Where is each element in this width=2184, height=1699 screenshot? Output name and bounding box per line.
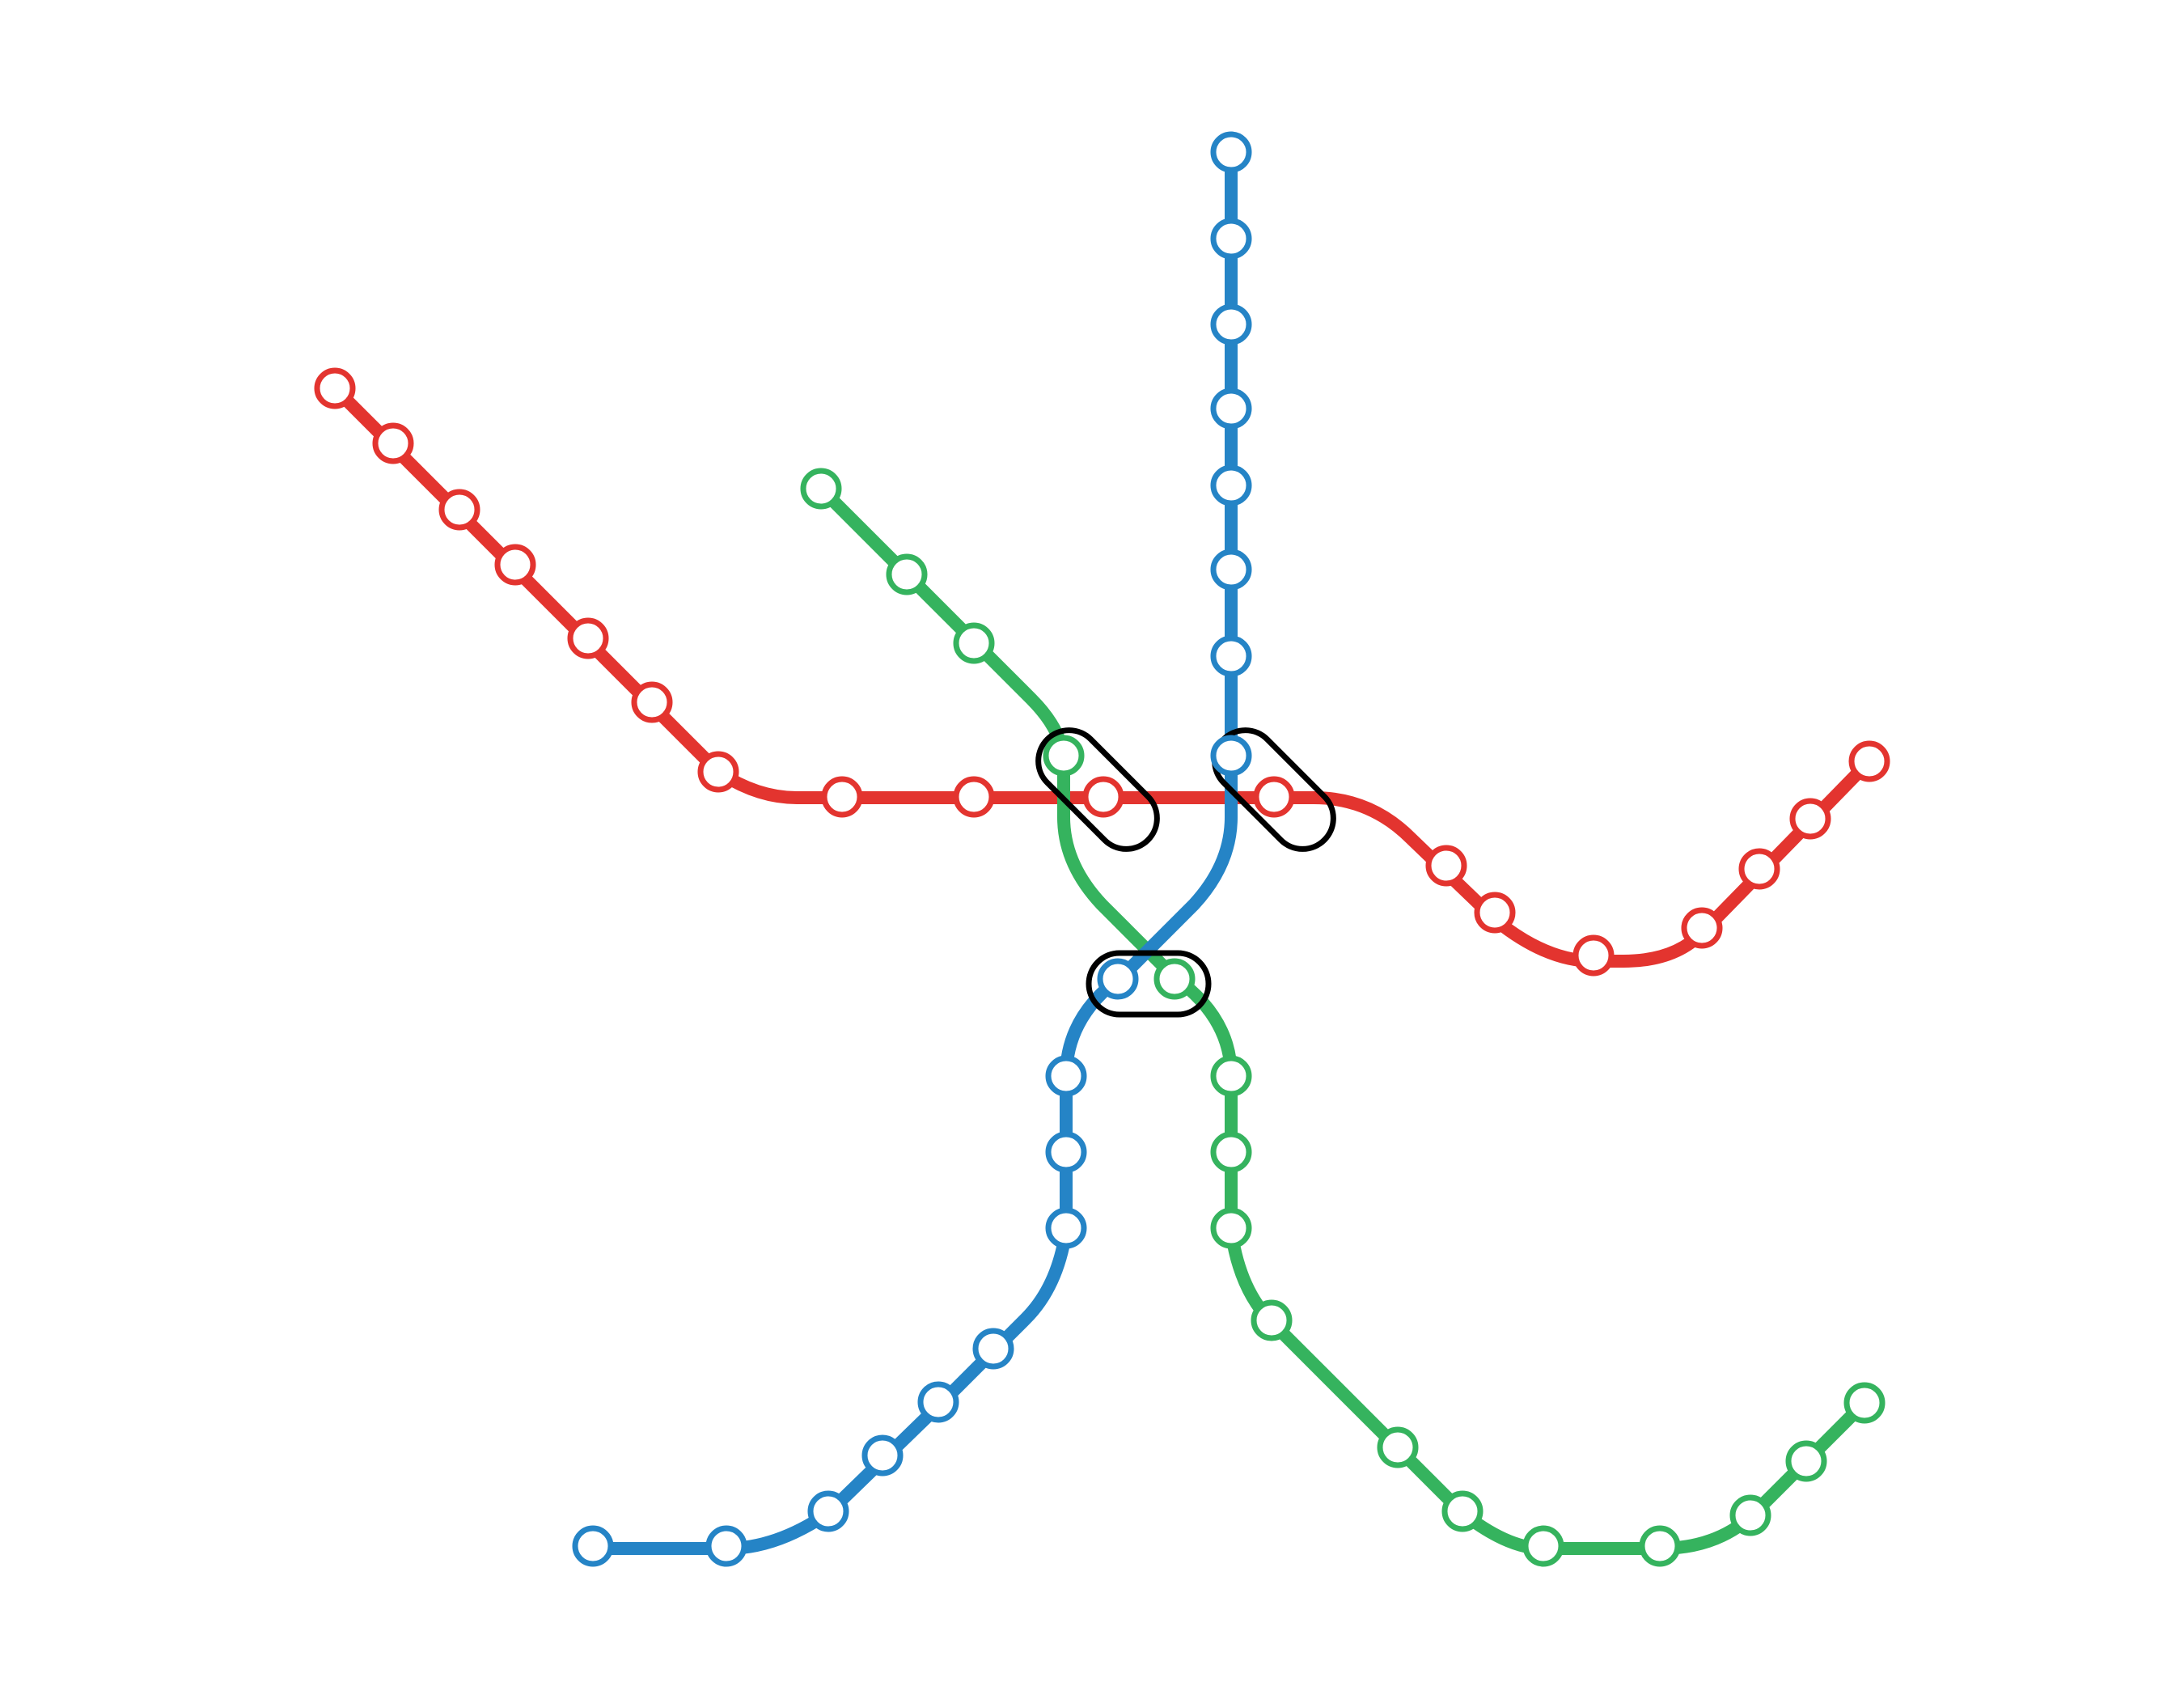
green-station-12[interactable] [1522, 1525, 1564, 1567]
red-station-1[interactable] [314, 367, 356, 409]
blue-station-1[interactable] [1210, 131, 1252, 173]
blue-station-3[interactable] [1210, 303, 1252, 345]
blue-station-9[interactable] [1097, 958, 1139, 1000]
blue-station-15[interactable] [861, 1434, 904, 1477]
red-station-17[interactable] [1789, 798, 1831, 840]
red-station-4[interactable] [494, 544, 536, 586]
blue-station-7[interactable] [1210, 635, 1252, 677]
green-station-7[interactable] [1210, 1131, 1252, 1173]
red-station-12[interactable] [1425, 845, 1467, 887]
green-station-2[interactable] [886, 553, 928, 595]
red-station-2[interactable] [372, 422, 414, 464]
red-station-16[interactable] [1738, 848, 1780, 890]
interchange-1[interactable] [1026, 718, 1170, 862]
blue-station-4[interactable] [1210, 388, 1252, 430]
blue-station-16[interactable] [807, 1490, 849, 1532]
blue-station-17[interactable] [705, 1525, 747, 1567]
blue-station-6[interactable] [1210, 549, 1252, 591]
green-station-3[interactable] [953, 622, 995, 664]
green-station-5[interactable] [1153, 958, 1196, 1000]
green-station-13[interactable] [1639, 1525, 1681, 1567]
blue-station-5[interactable] [1210, 464, 1252, 506]
green-station-4[interactable] [1043, 735, 1085, 777]
blue-station-14[interactable] [917, 1381, 959, 1423]
green-station-11[interactable] [1441, 1490, 1484, 1532]
blue-station-12[interactable] [1045, 1207, 1087, 1249]
red-station-9[interactable] [953, 776, 995, 818]
green-station-9[interactable] [1251, 1299, 1293, 1341]
green-station-10[interactable] [1377, 1426, 1419, 1468]
red-station-5[interactable] [567, 617, 609, 659]
green-station-1[interactable] [800, 468, 842, 510]
stations [314, 131, 1890, 1567]
red-station-7[interactable] [697, 751, 739, 793]
green-station-16[interactable] [1843, 1382, 1886, 1424]
red-station-8[interactable] [821, 776, 863, 818]
red-station-13[interactable] [1474, 892, 1516, 934]
red-station-15[interactable] [1681, 907, 1723, 949]
red-line [328, 382, 1876, 968]
red-station-18[interactable] [1848, 740, 1890, 782]
interchange-3[interactable] [1086, 950, 1212, 1018]
red-station-11[interactable] [1253, 776, 1295, 818]
red-station-14[interactable] [1572, 934, 1615, 977]
blue-station-2[interactable] [1210, 218, 1252, 260]
red-station-3[interactable] [438, 489, 480, 531]
blue-station-10[interactable] [1045, 1055, 1087, 1097]
blue-station-13[interactable] [972, 1328, 1014, 1370]
blue-station-11[interactable] [1045, 1131, 1087, 1173]
red-station-6[interactable] [631, 681, 673, 723]
green-station-6[interactable] [1210, 1055, 1252, 1097]
blue-station-8[interactable] [1210, 735, 1252, 777]
blue-station-18[interactable] [572, 1525, 614, 1567]
green-station-8[interactable] [1210, 1207, 1252, 1249]
green-station-15[interactable] [1785, 1440, 1827, 1482]
green-station-14[interactable] [1729, 1494, 1771, 1536]
red-station-10[interactable] [1082, 776, 1124, 818]
